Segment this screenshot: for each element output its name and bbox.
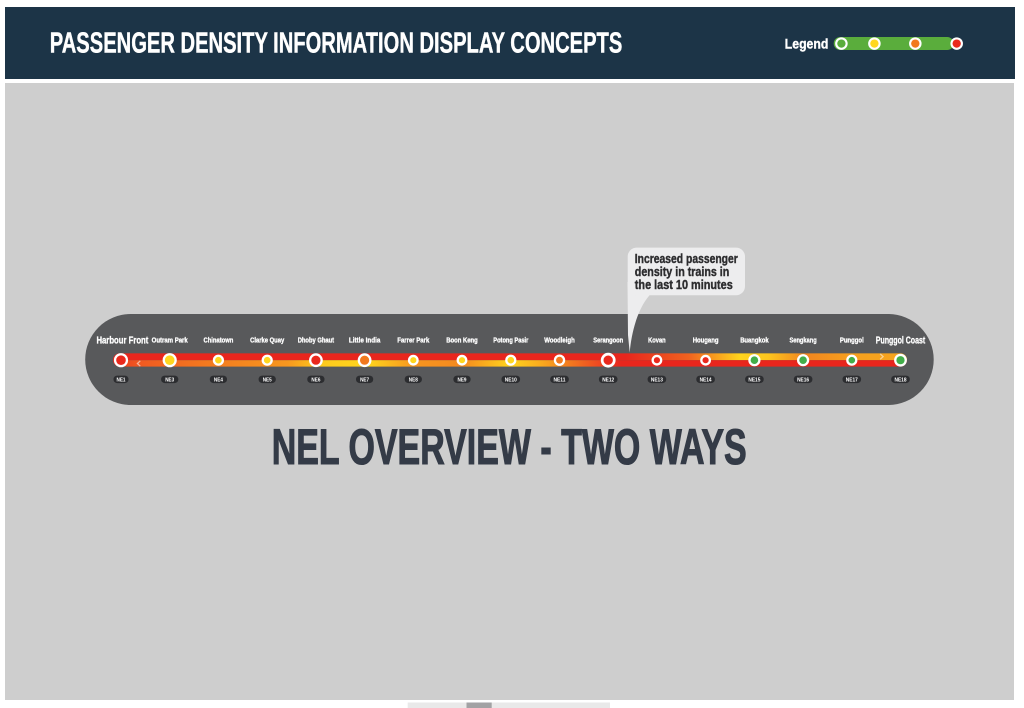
svg-text:NE5: NE5 bbox=[263, 378, 272, 384]
svg-text:Punggol: Punggol bbox=[840, 338, 864, 345]
svg-text:Legend: Legend bbox=[785, 36, 829, 52]
svg-text:Serangoon: Serangoon bbox=[593, 338, 623, 345]
svg-text:NEL OVERVIEW - TWO WAYS: NEL OVERVIEW - TWO WAYS bbox=[272, 419, 747, 475]
svg-text:NE12: NE12 bbox=[602, 378, 614, 384]
svg-text:Harbour Front: Harbour Front bbox=[96, 335, 148, 346]
svg-text:Chinatown: Chinatown bbox=[204, 338, 234, 345]
svg-text:NE1: NE1 bbox=[117, 378, 126, 384]
svg-text:PASSENGER DENSITY INFORMATION: PASSENGER DENSITY INFORMATION DISPLAY CO… bbox=[50, 28, 623, 60]
svg-text:NE11: NE11 bbox=[554, 378, 566, 384]
svg-text:Woodleigh: Woodleigh bbox=[544, 338, 575, 345]
svg-text:NE15: NE15 bbox=[748, 378, 760, 384]
svg-text:density in trains in: density in trains in bbox=[635, 265, 730, 279]
svg-text:NE4: NE4 bbox=[214, 378, 223, 384]
svg-text:Boon Keng: Boon Keng bbox=[446, 338, 478, 345]
svg-text:NE14: NE14 bbox=[700, 378, 712, 384]
svg-text:NE10: NE10 bbox=[505, 378, 517, 384]
svg-text:NE9: NE9 bbox=[458, 378, 467, 384]
svg-text:Dhoby Ghaut: Dhoby Ghaut bbox=[298, 338, 335, 345]
svg-text:Kovan: Kovan bbox=[648, 338, 666, 345]
svg-text:Outram Park: Outram Park bbox=[152, 338, 188, 345]
svg-text:NE16: NE16 bbox=[797, 378, 809, 384]
svg-text:Farrer Park: Farrer Park bbox=[397, 338, 429, 345]
svg-text:Hougang: Hougang bbox=[693, 338, 719, 345]
svg-text:Clarke Quay: Clarke Quay bbox=[250, 338, 284, 345]
svg-text:Sengkang: Sengkang bbox=[790, 338, 817, 345]
svg-text:Punggol Coast: Punggol Coast bbox=[876, 335, 926, 346]
svg-text:NE7: NE7 bbox=[360, 378, 369, 384]
svg-text:NE6: NE6 bbox=[311, 378, 320, 384]
svg-text:Increased passenger: Increased passenger bbox=[635, 252, 738, 266]
svg-text:the last 10 minutes: the last 10 minutes bbox=[635, 278, 733, 292]
svg-text:NE8: NE8 bbox=[409, 378, 418, 384]
svg-text:NE13: NE13 bbox=[651, 378, 663, 384]
svg-text:Little India: Little India bbox=[349, 338, 381, 345]
svg-text:NE18: NE18 bbox=[895, 378, 907, 384]
svg-text:Potong Pasir: Potong Pasir bbox=[493, 338, 528, 345]
svg-text:NE3: NE3 bbox=[165, 378, 174, 384]
svg-text:Buangkok: Buangkok bbox=[740, 338, 769, 345]
svg-text:NE17: NE17 bbox=[846, 378, 858, 384]
